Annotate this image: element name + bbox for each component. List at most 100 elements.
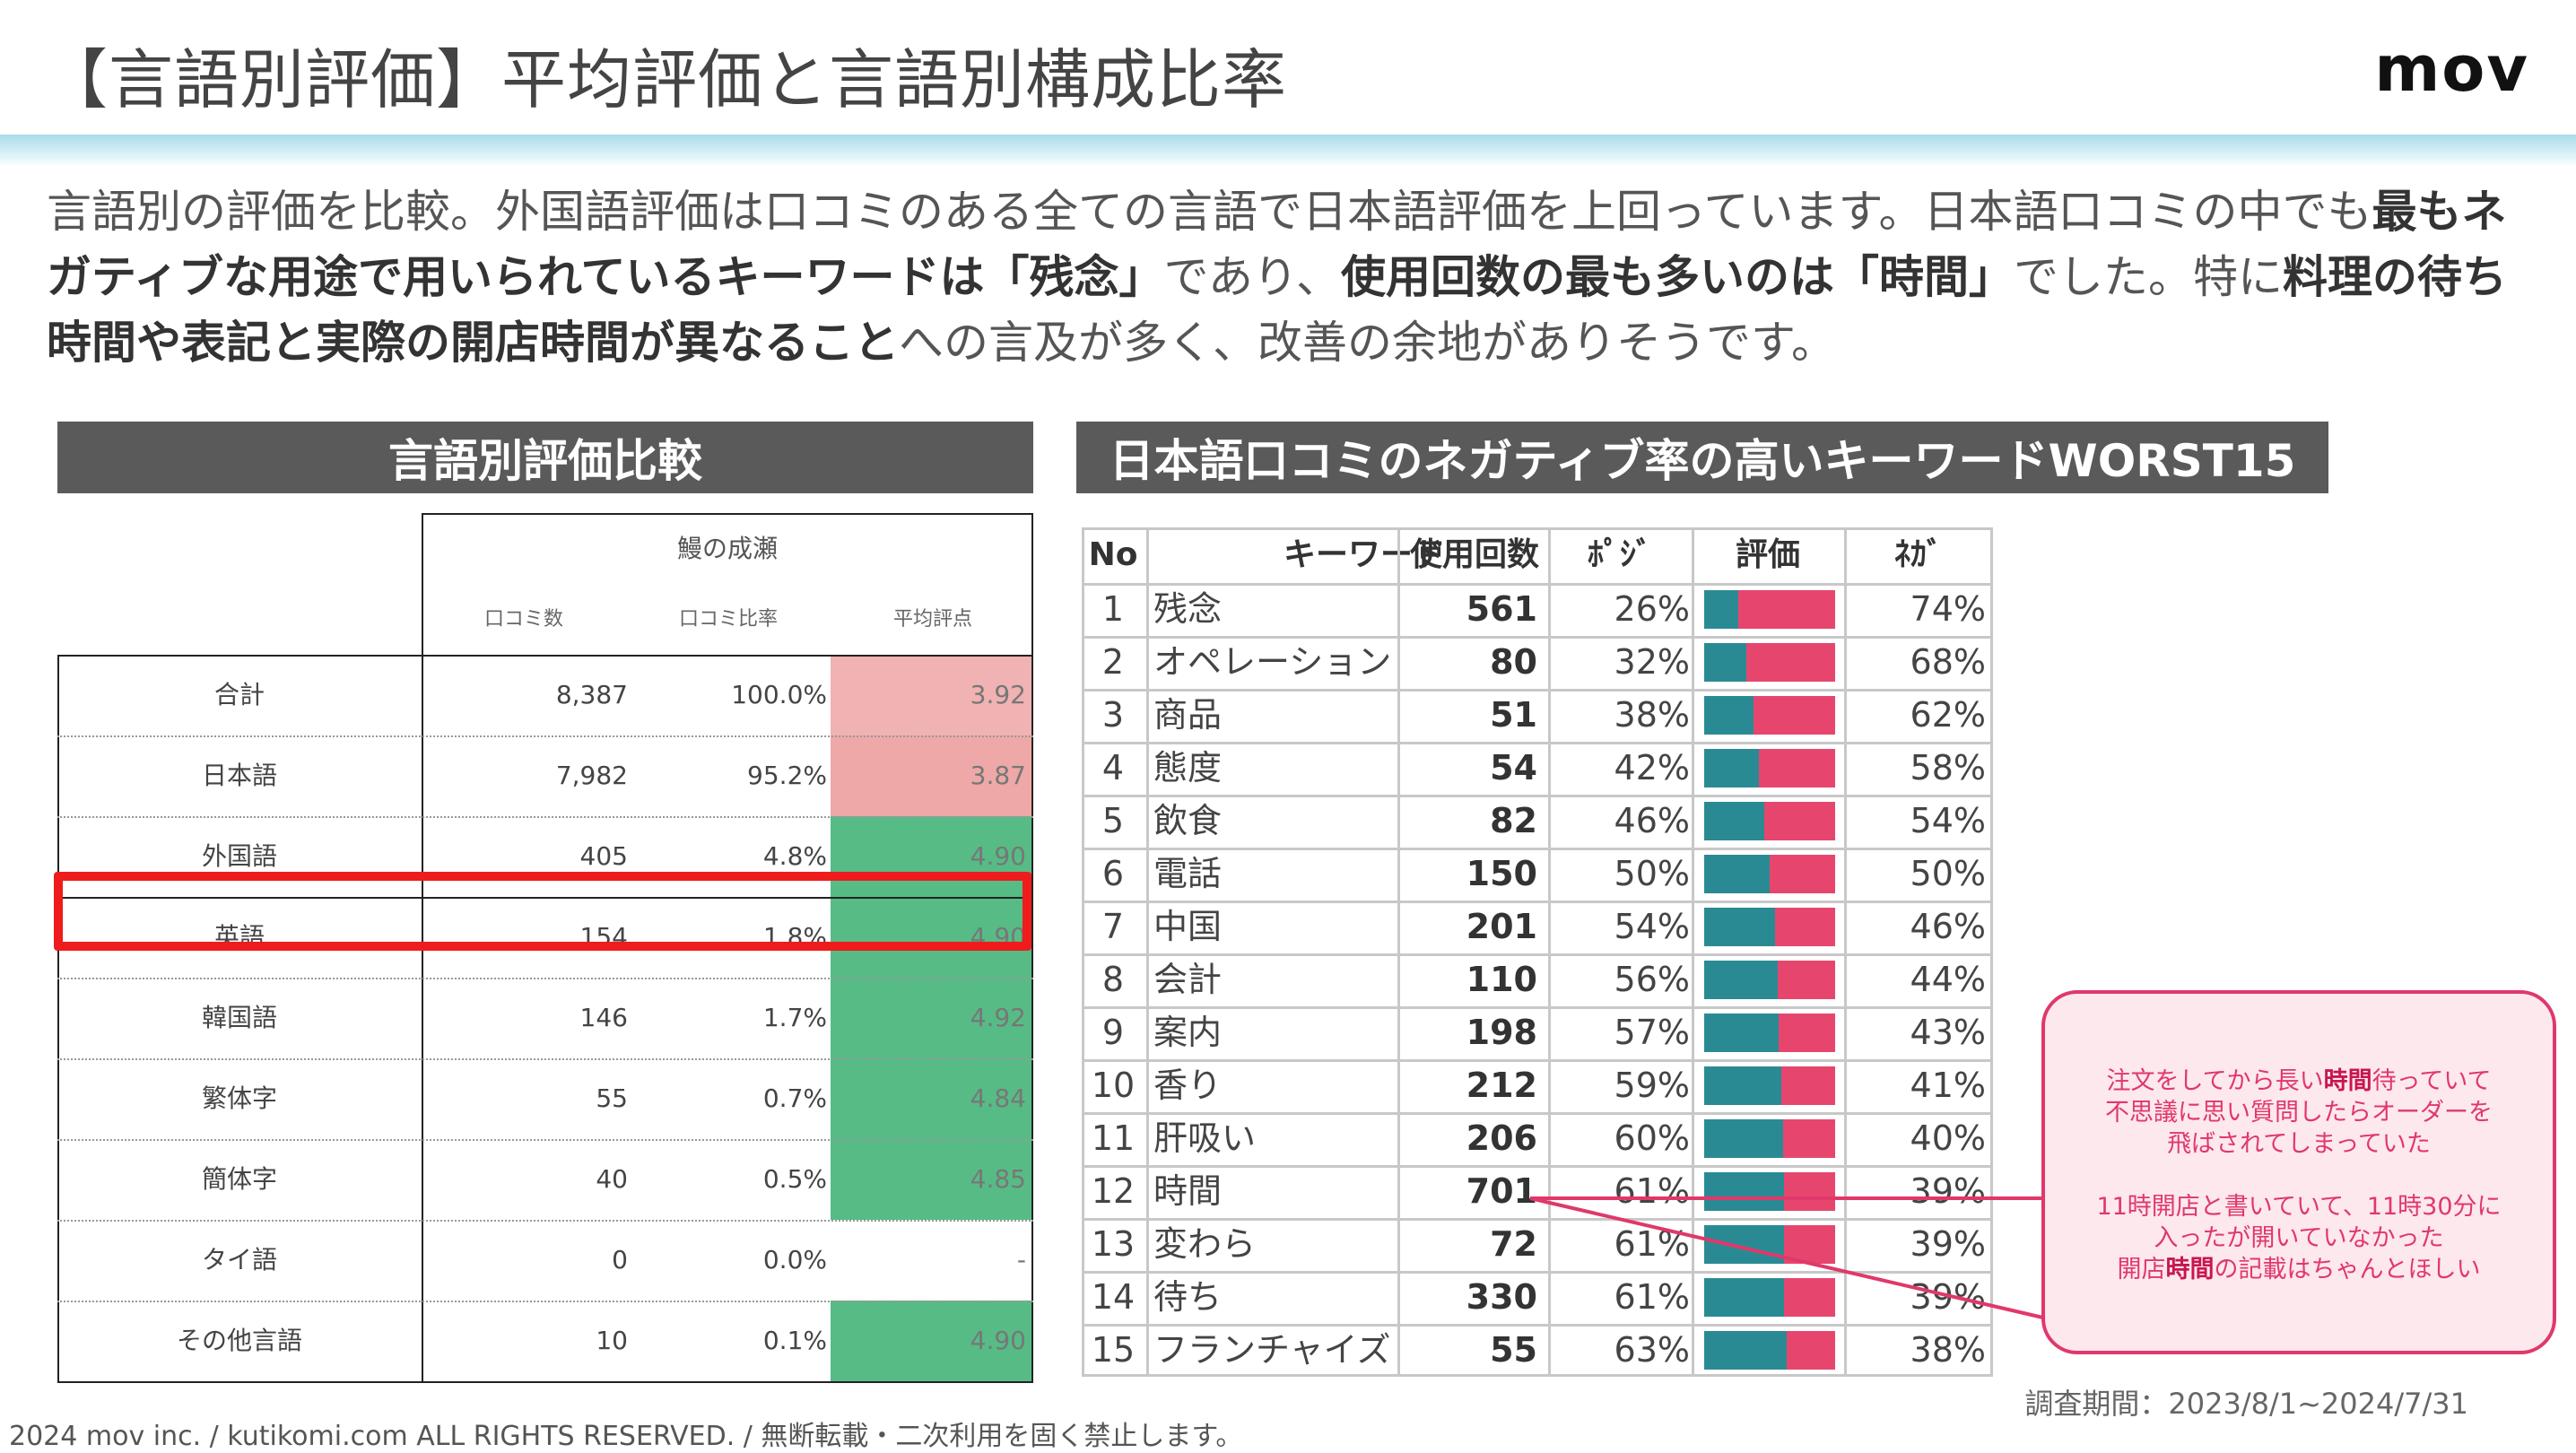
negative-keywords-header: 日本語口コミのネガティブ率の高いキーワードWORST15 — [1076, 422, 2328, 493]
positive-rate: 63% — [1614, 1330, 1690, 1370]
sentiment-bar — [1704, 1225, 1835, 1264]
intro-bold: 最もネガティブな用途で用いられているキーワードは「残念」 — [47, 186, 2507, 303]
positive-rate: 38% — [1614, 695, 1690, 735]
use-count: 206 — [1466, 1118, 1537, 1158]
rank-number: 7 — [1101, 907, 1125, 946]
negative-bar-segment — [1764, 802, 1835, 840]
positive-rate: 61% — [1614, 1277, 1690, 1317]
sentiment-bar — [1704, 590, 1835, 629]
positive-rate: 61% — [1614, 1224, 1690, 1264]
use-count: 72 — [1490, 1224, 1537, 1264]
negative-bar-segment — [1784, 1225, 1835, 1264]
survey-period: 調査期間：2023/8/1~2024/7/31 — [2024, 1387, 2468, 1421]
page-title: 【言語別評価】平均評価と言語別構成比率 — [43, 42, 1288, 117]
negative-rate: 74% — [1910, 589, 1986, 629]
positive-bar-segment — [1704, 855, 1770, 893]
sentiment-bar — [1704, 1331, 1835, 1370]
keyword-row: 9 案内 198 57% 43% — [1082, 1006, 1993, 1059]
keyword: オペレーション — [1153, 642, 1392, 682]
keyword: 待ち — [1153, 1277, 1223, 1317]
use-count: 212 — [1466, 1066, 1537, 1105]
positive-bar-segment — [1704, 1014, 1780, 1052]
quote-text: 入ったが開いていなかった — [2154, 1224, 2444, 1252]
positive-bar-segment — [1704, 802, 1765, 840]
positive-rate: 46% — [1614, 801, 1690, 840]
review-ratio: 0.0% — [762, 1245, 827, 1275]
positive-rate: 54% — [1614, 907, 1690, 946]
language-row: その他言語 10 0.1% 4.90 — [57, 1301, 1033, 1381]
sentiment-bar — [1704, 1014, 1835, 1052]
negative-rate: 44% — [1910, 960, 1986, 999]
keyword: 時間 — [1153, 1171, 1223, 1211]
negative-rate: 40% — [1910, 1118, 1986, 1158]
language-row: 外国語 405 4.8% 4.90 — [57, 816, 1033, 897]
sentiment-bar — [1704, 749, 1835, 787]
rank-number: 9 — [1101, 1013, 1125, 1052]
keyword: 会計 — [1153, 960, 1223, 999]
sentiment-bar — [1704, 696, 1835, 735]
quote-text: 不思議に思い質問したらオーダーを — [2105, 1099, 2493, 1127]
col-header-pos: ﾎﾟｼﾞ — [1588, 536, 1652, 573]
review-count: 8,387 — [555, 680, 628, 709]
negative-bar-segment — [1779, 1014, 1835, 1052]
mov-logo: mov — [2374, 32, 2529, 106]
intro-text: 言語別の評価を比較。外国語評価は口コミのある全ての言語で日本語評価を上回っていま… — [47, 186, 2372, 238]
rank-number: 8 — [1101, 960, 1125, 999]
use-count: 51 — [1490, 695, 1537, 735]
review-ratio: 4.8% — [762, 841, 827, 871]
positive-bar-segment — [1704, 1331, 1787, 1370]
language-row: 繁体字 55 0.7% 4.84 — [57, 1058, 1033, 1139]
language-row: 簡体字 40 0.5% 4.85 — [57, 1139, 1033, 1220]
keyword-row: 15 フランチャイズ 55 63% 38% — [1082, 1324, 1993, 1377]
positive-rate: 60% — [1614, 1118, 1690, 1158]
negative-bar-segment — [1745, 643, 1835, 682]
use-count: 701 — [1466, 1171, 1537, 1211]
review-ratio: 0.5% — [762, 1164, 827, 1194]
negative-bar-segment — [1754, 696, 1835, 735]
positive-rate: 42% — [1614, 748, 1690, 787]
quote-text: 11時開店と書いていて、11時30分に — [2096, 1193, 2502, 1221]
average-score: 4.85 — [831, 1139, 1031, 1220]
negative-rate: 39% — [1910, 1224, 1986, 1264]
keyword: 案内 — [1153, 1013, 1223, 1052]
average-score: 4.92 — [831, 978, 1031, 1058]
keyword-row: 1 残念 561 26% 74% — [1082, 583, 1993, 636]
negative-bar-segment — [1777, 961, 1835, 999]
positive-bar-segment — [1704, 1278, 1785, 1317]
keyword-row: 11 肝吸い 206 60% 40% — [1082, 1112, 1993, 1165]
language-name: その他言語 — [176, 1326, 302, 1355]
use-count: 561 — [1466, 589, 1537, 629]
language-name: 日本語 — [201, 761, 277, 790]
use-count: 55 — [1490, 1330, 1537, 1370]
rank-number: 2 — [1101, 642, 1125, 682]
use-count: 54 — [1490, 748, 1537, 787]
intro-text: でした。特に — [2014, 251, 2283, 303]
positive-bar-segment — [1704, 643, 1746, 682]
language-name: 韓国語 — [201, 1003, 277, 1032]
keyword: 香り — [1153, 1066, 1223, 1105]
restaurant-name: 鰻の成瀬 — [676, 534, 778, 563]
col-header-uses: 使用回数 — [1409, 536, 1539, 573]
japanese-row-highlight — [54, 872, 1031, 951]
col-header-avg: 平均評点 — [892, 608, 972, 631]
negative-bar-segment — [1781, 1066, 1835, 1105]
keyword-row: 5 飲食 82 46% 54% — [1082, 795, 1993, 848]
sentiment-bar — [1704, 961, 1835, 999]
positive-rate: 59% — [1614, 1066, 1690, 1105]
use-count: 201 — [1466, 907, 1537, 946]
negative-rate: 62% — [1910, 695, 1986, 735]
positive-rate: 57% — [1614, 1013, 1690, 1052]
negative-bar-segment — [1782, 1119, 1835, 1158]
language-row: 合計 8,387 100.0% 3.92 — [57, 655, 1033, 735]
positive-bar-segment — [1704, 961, 1778, 999]
col-header-count: 口コミ数 — [483, 608, 563, 631]
quote-highlight: 時間 — [2323, 1067, 2372, 1095]
negative-bar-segment — [1786, 1331, 1835, 1370]
language-name: タイ語 — [201, 1245, 277, 1275]
language-name: 外国語 — [201, 841, 277, 871]
average-score: 4.90 — [831, 816, 1031, 897]
use-count: 198 — [1466, 1013, 1537, 1052]
sentiment-bar — [1704, 1066, 1835, 1105]
review-count: 405 — [579, 841, 628, 871]
sentiment-bar — [1704, 802, 1835, 840]
